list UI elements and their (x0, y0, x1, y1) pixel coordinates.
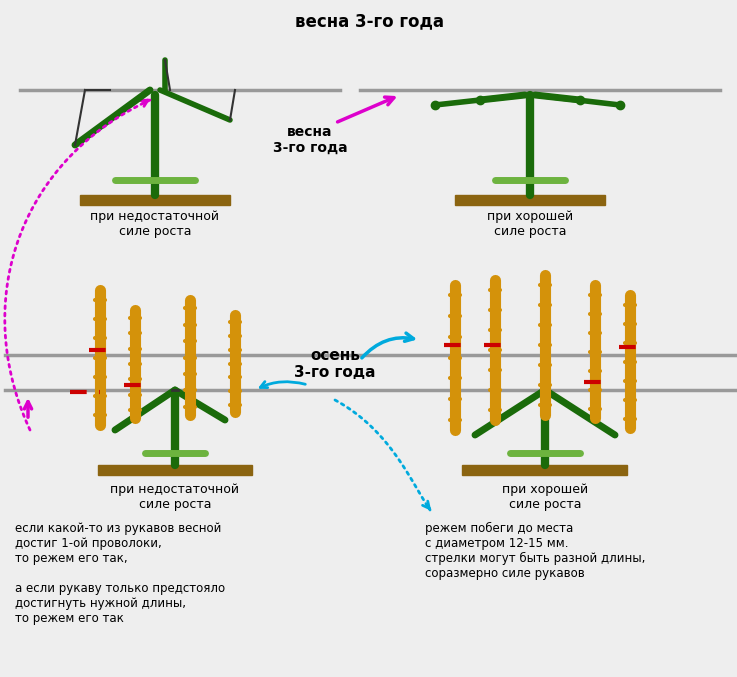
Bar (80, 195, 230, 205)
Text: при хорошей
силе роста: при хорошей силе роста (487, 210, 573, 238)
Text: осень
3-го года: осень 3-го года (294, 348, 376, 380)
Bar (463, 465, 627, 475)
Text: при недостаточной
силе роста: при недостаточной силе роста (111, 483, 240, 511)
Text: весна
3-го года: весна 3-го года (273, 125, 347, 155)
Text: при недостаточной
силе роста: при недостаточной силе роста (91, 210, 220, 238)
Text: весна 3-го года: весна 3-го года (296, 12, 444, 30)
Text: режем побеги до места
с диаметром 12-15 мм.
стрелки могут быть разной длины,
сор: режем побеги до места с диаметром 12-15 … (425, 522, 646, 580)
Bar (455, 195, 605, 205)
Text: при хорошей
силе роста: при хорошей силе роста (502, 483, 588, 511)
Bar (97, 465, 253, 475)
Text: если какой-то из рукавов весной
достиг 1-ой проволоки,
то режем его так,

а если: если какой-то из рукавов весной достиг 1… (15, 522, 225, 625)
